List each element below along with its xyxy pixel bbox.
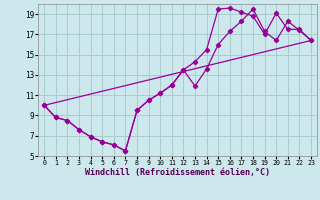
X-axis label: Windchill (Refroidissement éolien,°C): Windchill (Refroidissement éolien,°C)	[85, 168, 270, 177]
